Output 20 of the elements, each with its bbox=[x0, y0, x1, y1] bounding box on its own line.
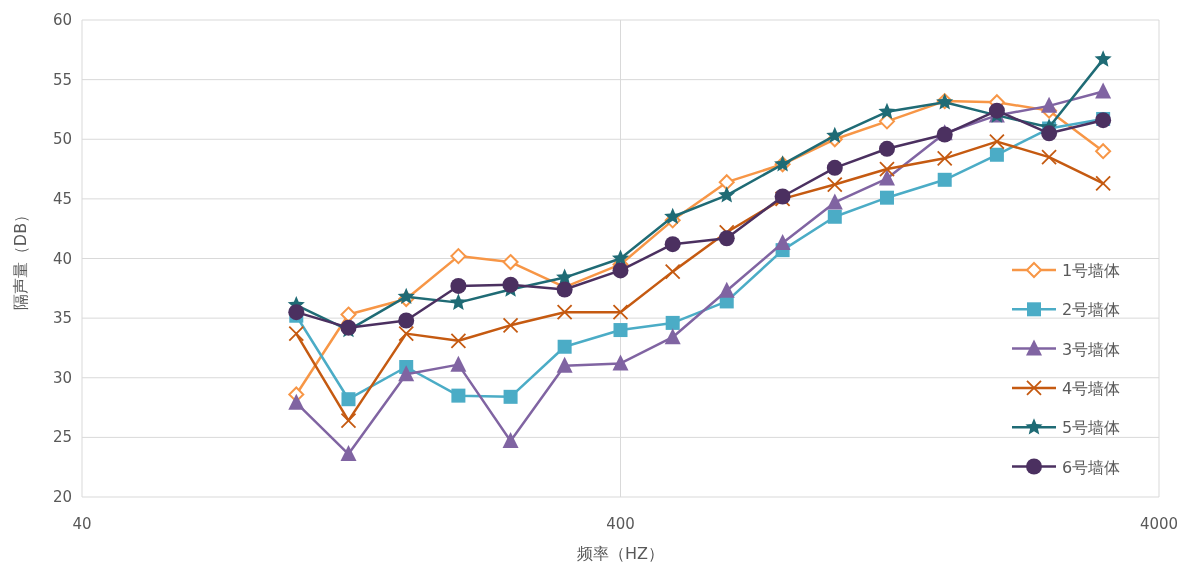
legend-label: 4号墙体 bbox=[1062, 378, 1121, 398]
y-tick-label: 35 bbox=[52, 309, 72, 328]
legend-label: 6号墙体 bbox=[1062, 457, 1121, 477]
legend-label: 2号墙体 bbox=[1062, 300, 1121, 320]
y-tick-label: 45 bbox=[52, 189, 72, 208]
legend-label: 5号墙体 bbox=[1062, 418, 1121, 438]
y-tick-label: 20 bbox=[52, 488, 72, 506]
x-tick-label: 4000 bbox=[1139, 515, 1179, 533]
y-tick-label: 40 bbox=[52, 249, 72, 268]
x-tick-label: 400 bbox=[606, 515, 635, 533]
y-tick-label: 60 bbox=[52, 11, 72, 29]
legend-label: 3号墙体 bbox=[1062, 339, 1121, 359]
y-tick-label: 30 bbox=[52, 368, 72, 387]
legend-label: 1号墙体 bbox=[1062, 261, 1121, 280]
y-tick-label: 55 bbox=[52, 70, 72, 89]
y-tick-label: 50 bbox=[52, 130, 72, 149]
x-axis-title: 频率（HZ） bbox=[577, 544, 664, 563]
x-tick-label: 40 bbox=[72, 515, 92, 533]
y-tick-label: 25 bbox=[52, 428, 72, 447]
y-axis-title: 隔声量（DB） bbox=[11, 206, 30, 311]
